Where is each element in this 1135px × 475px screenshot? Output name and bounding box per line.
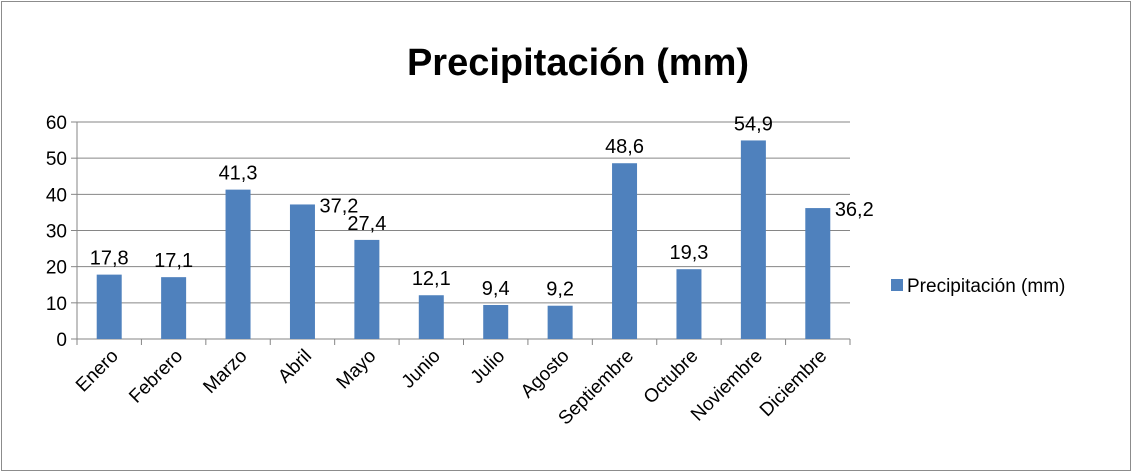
data-label: 54,9 xyxy=(734,113,773,135)
category-label: Junio xyxy=(398,346,445,393)
data-label: 37,2 xyxy=(319,195,358,217)
category-label: Febrero xyxy=(125,346,187,408)
data-label: 17,8 xyxy=(90,248,129,270)
category-label: Agosto xyxy=(517,346,574,403)
gridlines xyxy=(77,121,850,304)
category-labels: Enero Febrero Marzo Abril Mayo Junio Julio Agos… xyxy=(72,346,831,430)
legend-label: Precipitación (mm) xyxy=(907,276,1065,297)
bars xyxy=(96,140,831,339)
data-label: 36,2 xyxy=(835,199,874,221)
y-tick-label: 0 xyxy=(56,330,67,351)
y-tick-label: 40 xyxy=(46,185,67,206)
category-label: Marzo xyxy=(199,346,251,398)
data-label: 48,6 xyxy=(605,136,644,158)
bar-marzo xyxy=(225,189,251,339)
category-label: Octubre xyxy=(640,346,703,409)
data-label: 12,1 xyxy=(412,268,451,290)
y-tick-label: 20 xyxy=(46,258,67,279)
category-label: Diciembre xyxy=(756,346,831,421)
data-label: 27,4 xyxy=(347,213,386,235)
y-tick-labels: 0 10 20 30 40 50 60 xyxy=(46,113,67,351)
bar-mayo xyxy=(354,239,380,339)
axes xyxy=(71,121,851,345)
bar-junio xyxy=(418,295,444,339)
bar-enero xyxy=(96,274,122,339)
bar-noviembre xyxy=(740,140,766,339)
bar-agosto xyxy=(547,305,573,339)
category-label: Abril xyxy=(274,346,316,388)
data-label: 9,4 xyxy=(482,278,510,300)
legend: Precipitación (mm) xyxy=(891,276,1065,297)
bar-abril xyxy=(289,204,315,339)
data-label: 41,3 xyxy=(219,163,258,185)
category-label: Mayo xyxy=(333,346,381,394)
y-tick-label: 30 xyxy=(46,222,67,243)
y-tick-label: 60 xyxy=(46,113,67,134)
bar-octubre xyxy=(676,269,702,339)
y-tick-label: 10 xyxy=(46,294,67,315)
category-label: Enero xyxy=(72,346,123,397)
y-tick-label: 50 xyxy=(46,149,67,170)
data-label: 19,3 xyxy=(669,242,708,264)
bar-septiembre xyxy=(612,163,638,339)
category-label: Julio xyxy=(467,346,509,388)
bar-julio xyxy=(483,305,509,339)
data-label: 9,2 xyxy=(546,279,574,301)
chart-title: Precipitación (mm) xyxy=(407,42,749,84)
bar-febrero xyxy=(161,277,187,339)
legend-swatch xyxy=(891,279,903,291)
bar-diciembre xyxy=(805,208,831,339)
data-label: 17,1 xyxy=(154,250,193,272)
data-labels: 17,8 17,1 41,3 37,227,4 12,1 9,4 9,2 48,6 19,3 54… xyxy=(90,113,874,300)
